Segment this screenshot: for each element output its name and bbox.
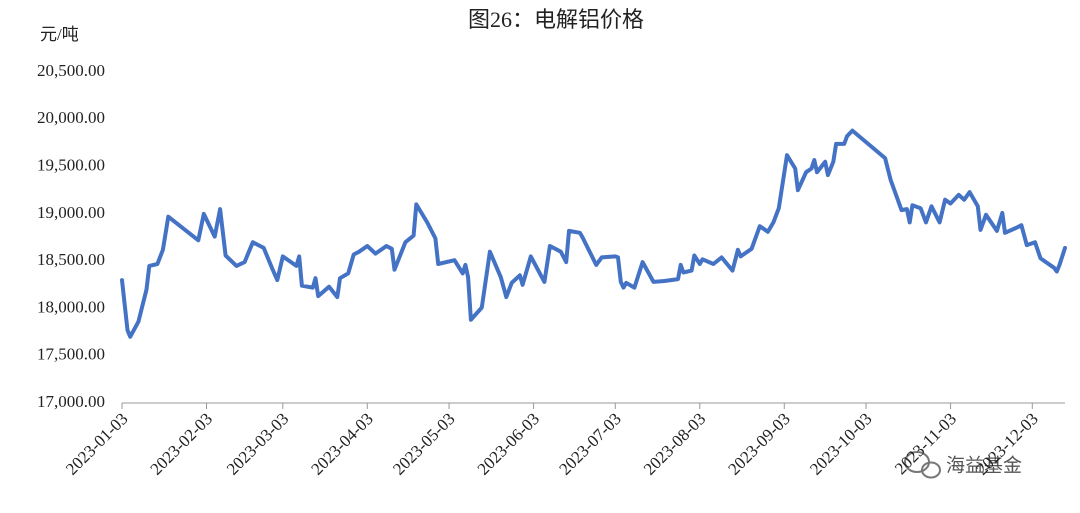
x-tick-label: 2023-10-03 bbox=[806, 409, 876, 479]
x-tick-label: 2023-04-03 bbox=[307, 409, 377, 479]
watermark: 海益基金 bbox=[946, 455, 1022, 477]
watermark-logo bbox=[904, 451, 941, 479]
x-tick-label: 2023-03-03 bbox=[223, 409, 293, 479]
y-tick-label: 18,000.00 bbox=[37, 297, 105, 316]
x-tick-label: 2023-02-03 bbox=[147, 409, 217, 479]
x-tick-label: 2023-05-03 bbox=[389, 409, 459, 479]
x-tick-label: 2023-09-03 bbox=[724, 409, 794, 479]
y-tick-label: 17,000.00 bbox=[37, 392, 105, 411]
chart-title: 图26：电解铝价格 bbox=[468, 7, 644, 32]
x-tick-label: 2023-01-03 bbox=[62, 409, 132, 479]
y-tick-label: 20,000.00 bbox=[37, 108, 105, 127]
y-tick-label: 19,500.00 bbox=[37, 155, 105, 174]
y-tick-label: 19,000.00 bbox=[37, 203, 105, 222]
y-tick-label: 20,500.00 bbox=[37, 61, 105, 80]
x-tick-label: 2023-06-03 bbox=[474, 409, 544, 479]
x-tick-label: 2023-07-03 bbox=[555, 409, 625, 479]
price-line bbox=[120, 128, 1067, 339]
y-unit: 元/吨 bbox=[40, 25, 79, 44]
y-tick-label: 17,500.00 bbox=[37, 345, 105, 364]
x-tick-label: 2023-08-03 bbox=[640, 409, 710, 479]
y-tick-label: 18,500.00 bbox=[37, 250, 105, 269]
